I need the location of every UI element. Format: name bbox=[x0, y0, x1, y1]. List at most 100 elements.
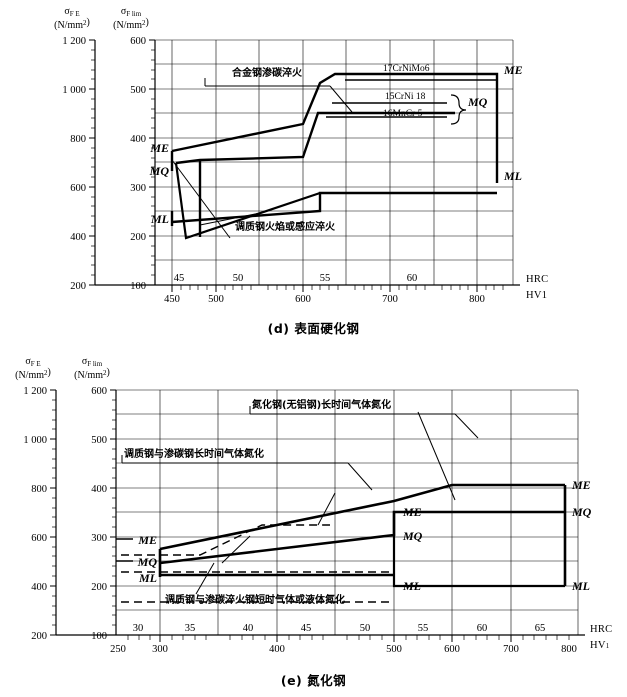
svg-text:ML: ML bbox=[503, 169, 522, 183]
svg-text:1 000: 1 000 bbox=[23, 435, 47, 446]
chart-e-annotation-leaders bbox=[121, 406, 479, 595]
svg-text:50: 50 bbox=[360, 623, 371, 634]
chart-d-xlabel-hrc: HRC bbox=[526, 274, 549, 285]
chart-d-annotation-alloy-carburized: 合金钢渗碳淬火 bbox=[231, 66, 303, 79]
chart-d-axis-titles: σF E (N/mm2) σF lim (N/mm2) bbox=[54, 6, 149, 31]
svg-text:ME: ME bbox=[402, 505, 422, 519]
svg-text:1 200: 1 200 bbox=[62, 36, 86, 47]
svg-text:ME: ME bbox=[503, 63, 523, 77]
chart-d-quality-labels-right: ME MQ ML bbox=[467, 63, 523, 183]
svg-text:100: 100 bbox=[91, 631, 107, 642]
chart-e-quality-labels-left: ME MQ ML bbox=[137, 533, 158, 585]
chart-d-right-axis bbox=[149, 39, 156, 286]
svg-text:600: 600 bbox=[444, 644, 460, 655]
svg-text:50: 50 bbox=[233, 273, 244, 284]
svg-text:500: 500 bbox=[386, 644, 402, 655]
svg-text:ML: ML bbox=[138, 571, 157, 585]
svg-text:ML: ML bbox=[571, 579, 590, 593]
svg-text:ML: ML bbox=[150, 212, 169, 226]
svg-text:300: 300 bbox=[91, 533, 107, 544]
chart-d-left-axis bbox=[89, 39, 96, 286]
chart-e-right-axis bbox=[110, 389, 117, 636]
chart-d-right-ticklabels: 600 500 400 300 200 100 bbox=[130, 36, 146, 292]
svg-text:300: 300 bbox=[130, 183, 146, 194]
svg-text:ME: ME bbox=[137, 533, 157, 547]
chart-e-quality-labels-inner: ME MQ ML bbox=[402, 505, 423, 593]
chart-e-xlabel-hrc: HRC bbox=[590, 624, 613, 635]
svg-text:45: 45 bbox=[174, 273, 185, 284]
chart-e-hrc-ticklabels: 30 35 40 45 50 55 60 65 bbox=[133, 623, 546, 634]
chart-d-series bbox=[170, 72, 499, 240]
svg-text:250: 250 bbox=[110, 644, 126, 655]
svg-text:400: 400 bbox=[31, 582, 47, 593]
chart-e-hv-ticklabels: 250 300 400 500 600 700 800 bbox=[110, 644, 577, 655]
svg-text:400: 400 bbox=[91, 484, 107, 495]
svg-text:σF lim: σF lim bbox=[82, 356, 103, 368]
svg-text:1 000: 1 000 bbox=[62, 85, 86, 96]
svg-text:45: 45 bbox=[301, 623, 312, 634]
chart-e-left-connectors bbox=[116, 538, 133, 562]
svg-text:30: 30 bbox=[133, 623, 144, 634]
svg-text:400: 400 bbox=[130, 134, 146, 145]
svg-text:600: 600 bbox=[130, 36, 146, 47]
svg-text:700: 700 bbox=[382, 294, 398, 305]
svg-text:σF lim: σF lim bbox=[121, 6, 142, 18]
svg-text:40: 40 bbox=[243, 623, 254, 634]
chart-d-mq-brace bbox=[450, 94, 467, 125]
svg-text:MQ: MQ bbox=[149, 164, 170, 178]
svg-text:ML: ML bbox=[402, 579, 421, 593]
chart-e-x-axis bbox=[56, 634, 585, 642]
svg-text:(N/mm2): (N/mm2) bbox=[54, 17, 90, 31]
svg-text:MQ: MQ bbox=[467, 95, 488, 109]
svg-text:500: 500 bbox=[130, 85, 146, 96]
svg-text:600: 600 bbox=[295, 294, 311, 305]
svg-text:σF E: σF E bbox=[25, 356, 40, 368]
chart-d-x-axis bbox=[95, 284, 520, 292]
chart-e-right-ticklabels: 600 500 400 300 200 100 bbox=[91, 386, 107, 642]
svg-text:60: 60 bbox=[477, 623, 488, 634]
chart-e-axis-titles: σF E (N/mm2) σF lim (N/mm2) bbox=[15, 356, 110, 381]
svg-text:MQ: MQ bbox=[402, 529, 423, 543]
svg-text:(N/mm2): (N/mm2) bbox=[15, 367, 51, 381]
svg-text:1 200: 1 200 bbox=[23, 386, 47, 397]
svg-text:600: 600 bbox=[70, 183, 86, 194]
chart-d-steel-grade-lines bbox=[326, 79, 497, 118]
svg-text:400: 400 bbox=[70, 232, 86, 243]
figure-d-caption: (d) 表面硬化钢 bbox=[267, 321, 360, 336]
chart-d-hrc-ticklabels: 45 50 55 60 bbox=[174, 273, 418, 284]
chart-d-annotation-flame-induction: 调质钢火焰或感应淬火 bbox=[235, 220, 336, 233]
svg-text:MQ: MQ bbox=[137, 555, 158, 569]
svg-text:(N/mm2): (N/mm2) bbox=[113, 17, 149, 31]
svg-text:σF E: σF E bbox=[64, 6, 79, 18]
chart-e-annotation-short-gas-liquid: 调质钢与渗碳淬火钢短时气体或液体氮化 bbox=[165, 593, 345, 606]
svg-text:55: 55 bbox=[418, 623, 429, 634]
svg-text:16MnCr 5: 16MnCr 5 bbox=[383, 109, 423, 119]
svg-text:15CrNi 18: 15CrNi 18 bbox=[385, 92, 426, 102]
chart-e-annotation-qt-carburized-long-gas: 调质钢与渗碳钢长时间气体氮化 bbox=[124, 447, 264, 460]
svg-text:400: 400 bbox=[269, 644, 285, 655]
chart-e-left-axis bbox=[50, 389, 57, 636]
svg-text:65: 65 bbox=[535, 623, 546, 634]
chart-d-xlabel-hv1: HV1 bbox=[526, 290, 547, 301]
svg-text:60: 60 bbox=[407, 273, 418, 284]
svg-text:800: 800 bbox=[70, 134, 86, 145]
svg-text:55: 55 bbox=[320, 273, 331, 284]
svg-text:ME: ME bbox=[571, 478, 591, 492]
chart-d-steel-grade-labels: 17CrNiMo6 15CrNi 18 16MnCr 5 bbox=[383, 64, 430, 119]
chart-d-quality-labels-left: ME MQ ML bbox=[149, 141, 170, 226]
svg-text:600: 600 bbox=[91, 386, 107, 397]
chart-d-grid bbox=[155, 39, 514, 286]
svg-text:100: 100 bbox=[130, 281, 146, 292]
chart-e-left-ticklabels: 1 200 1 000 800 600 400 200 bbox=[23, 386, 47, 642]
svg-text:200: 200 bbox=[31, 631, 47, 642]
chart-e-series bbox=[158, 483, 567, 588]
chart-d: σF E (N/mm2) σF lim (N/mm2) 1 2 bbox=[54, 6, 549, 305]
svg-text:200: 200 bbox=[70, 281, 86, 292]
svg-text:800: 800 bbox=[469, 294, 485, 305]
figure-e-caption: (e) 氮化钢 bbox=[280, 673, 347, 688]
svg-text:35: 35 bbox=[185, 623, 196, 634]
chart-e-quality-labels-right: ME MQ ML bbox=[571, 478, 592, 593]
chart-d-hv-ticklabels: 450 500 600 700 800 bbox=[164, 294, 485, 305]
svg-text:(N/mm2): (N/mm2) bbox=[74, 367, 110, 381]
svg-text:17CrNiMo6: 17CrNiMo6 bbox=[383, 64, 430, 74]
